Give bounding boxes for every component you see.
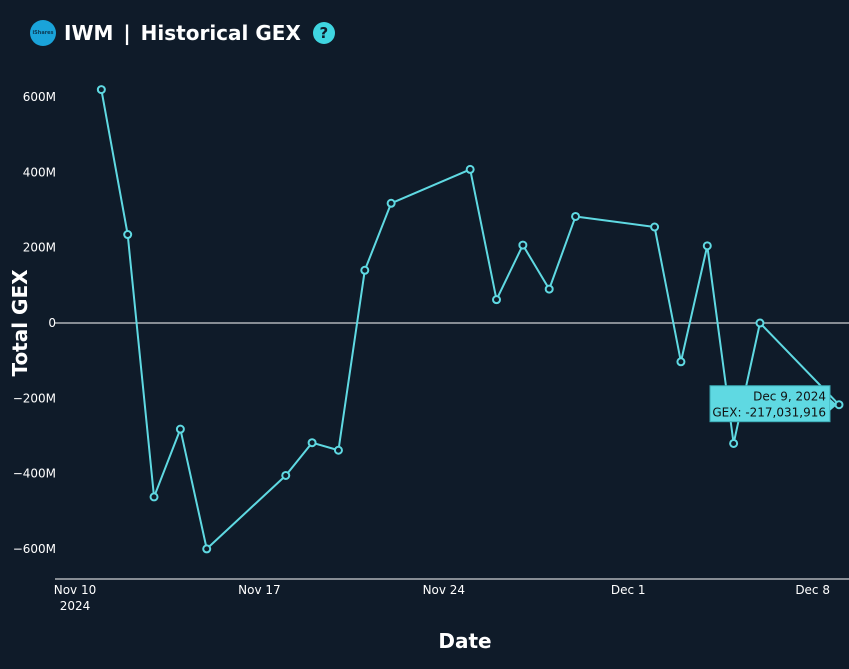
y-tick-label: 400M: [23, 165, 56, 179]
chart-header: iShares IWM | Historical GEX ?: [30, 18, 335, 48]
chart-axes: 600M 400M 200M 0 −200M −400M −600M Nov 10 2024 No…: [8, 90, 849, 653]
ticker-label: IWM: [64, 21, 114, 45]
data-point[interactable]: [175, 424, 185, 434]
y-tick-label: 0: [48, 316, 56, 330]
data-point[interactable]: [650, 222, 660, 232]
data-point[interactable]: [518, 240, 528, 250]
x-tick-label: Nov 10: [54, 583, 97, 597]
data-point[interactable]: [729, 438, 739, 448]
tooltip-pointer: [830, 398, 837, 411]
data-point[interactable]: [386, 198, 396, 208]
data-point[interactable]: [755, 318, 765, 328]
data-point[interactable]: [96, 85, 106, 95]
title-separator: |: [123, 21, 131, 45]
y-tick-label: −400M: [13, 467, 56, 481]
x-tick-label: Nov 17: [238, 583, 281, 597]
data-point[interactable]: [465, 164, 475, 174]
x-tick-label: Dec 1: [611, 583, 646, 597]
data-point[interactable]: [676, 357, 686, 367]
data-point[interactable]: [202, 544, 212, 554]
data-point[interactable]: [307, 438, 317, 448]
y-tick-label: 200M: [23, 241, 56, 255]
chart-title: IWM | Historical GEX: [64, 21, 301, 45]
gex-series: [96, 85, 844, 554]
y-tick-label: −600M: [13, 542, 56, 556]
data-point[interactable]: [360, 265, 370, 275]
title-text: Historical GEX: [140, 21, 301, 45]
y-tick-label: −200M: [13, 391, 56, 405]
x-axis-title: Date: [438, 629, 491, 653]
data-point[interactable]: [492, 295, 502, 305]
help-icon[interactable]: ?: [312, 22, 335, 44]
data-point[interactable]: [702, 241, 712, 251]
data-point[interactable]: [333, 445, 343, 455]
x-tick-label: Nov 24: [423, 583, 466, 597]
ishares-logo-icon: iShares: [30, 20, 56, 46]
data-point[interactable]: [544, 284, 554, 294]
data-point[interactable]: [281, 470, 291, 480]
data-point[interactable]: [571, 211, 581, 221]
gex-line: [100, 89, 840, 550]
x-tick-sublabel: 2024: [60, 599, 91, 613]
tooltip-value: GEX: -217,031,916: [712, 406, 826, 420]
y-tick-label: 600M: [23, 90, 56, 104]
x-tick-label: Dec 8: [795, 583, 830, 597]
data-point[interactable]: [123, 230, 133, 240]
tooltip-date: Dec 9, 2024: [753, 390, 826, 404]
hover-tooltip: Dec 9, 2024 GEX: -217,031,916: [709, 385, 837, 423]
y-axis-title: Total GEX: [8, 269, 32, 377]
data-point[interactable]: [149, 492, 159, 502]
